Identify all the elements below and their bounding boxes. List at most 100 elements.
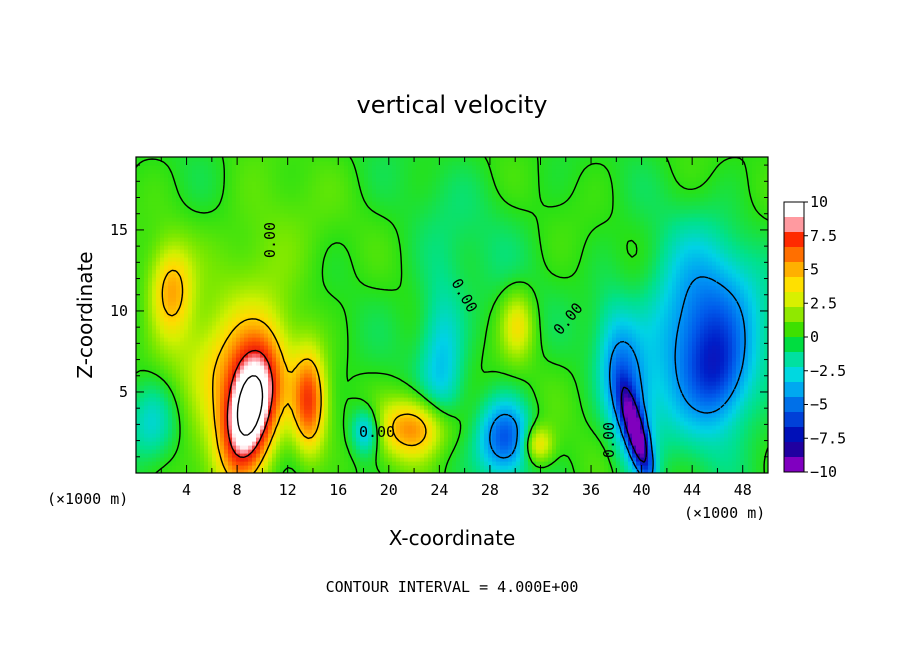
field-cell bbox=[372, 345, 377, 350]
field-cell bbox=[356, 397, 361, 402]
field-cell bbox=[568, 369, 573, 374]
field-cell bbox=[476, 401, 481, 406]
field-cell bbox=[404, 433, 409, 438]
field-cell bbox=[464, 357, 469, 362]
field-cell bbox=[596, 441, 601, 446]
field-cell bbox=[216, 425, 221, 430]
field-cell bbox=[588, 445, 593, 450]
field-cell bbox=[232, 445, 237, 450]
field-cell bbox=[352, 389, 357, 394]
field-cell bbox=[284, 377, 289, 382]
field-cell bbox=[228, 401, 233, 406]
field-cell bbox=[564, 385, 569, 390]
field-cell bbox=[732, 389, 737, 394]
field-cell bbox=[760, 405, 765, 410]
field-cell bbox=[392, 421, 397, 426]
field-cell bbox=[240, 369, 245, 374]
field-cell bbox=[384, 365, 389, 370]
field-cell bbox=[580, 461, 585, 466]
field-cell bbox=[380, 413, 385, 418]
field-cell bbox=[532, 413, 537, 418]
field-cell bbox=[664, 401, 669, 406]
field-cell bbox=[532, 357, 537, 362]
field-cell bbox=[720, 353, 725, 358]
field-cell bbox=[208, 425, 213, 430]
field-cell bbox=[616, 425, 621, 430]
field-cell bbox=[312, 413, 317, 418]
field-cell bbox=[192, 457, 197, 462]
field-cell bbox=[276, 433, 281, 438]
field-cell bbox=[520, 425, 525, 430]
field-cell bbox=[456, 393, 461, 398]
field-cell bbox=[448, 377, 453, 382]
field-cell bbox=[160, 365, 165, 370]
field-cell bbox=[236, 441, 241, 446]
field-cell bbox=[500, 421, 505, 426]
field-cell bbox=[520, 461, 525, 466]
field-cell bbox=[344, 453, 349, 458]
field-cell bbox=[528, 365, 533, 370]
field-cell bbox=[484, 457, 489, 462]
field-cell bbox=[168, 373, 173, 378]
field-cell bbox=[184, 389, 189, 394]
field-cell bbox=[468, 413, 473, 418]
field-cell bbox=[176, 349, 181, 354]
field-cell bbox=[660, 449, 665, 454]
field-cell bbox=[352, 361, 357, 366]
field-cell bbox=[392, 365, 397, 370]
field-cell bbox=[616, 349, 621, 354]
field-cell bbox=[436, 381, 441, 386]
field-cell bbox=[292, 429, 297, 434]
field-cell bbox=[144, 461, 149, 466]
field-cell bbox=[556, 397, 561, 402]
field-cell bbox=[588, 449, 593, 454]
field-cell bbox=[372, 373, 377, 378]
field-cell bbox=[140, 345, 145, 350]
field-cell bbox=[516, 417, 521, 422]
field-cell bbox=[720, 405, 725, 410]
field-cell bbox=[360, 353, 365, 358]
field-cell bbox=[232, 425, 237, 430]
field-cell bbox=[624, 389, 629, 394]
field-cell bbox=[600, 405, 605, 410]
field-cell bbox=[508, 397, 513, 402]
field-cell bbox=[720, 449, 725, 454]
field-cell bbox=[740, 393, 745, 398]
field-cell bbox=[720, 461, 725, 466]
field-cell bbox=[420, 361, 425, 366]
field-cell bbox=[136, 429, 141, 434]
field-cell bbox=[244, 401, 249, 406]
field-cell bbox=[560, 417, 565, 422]
field-cell bbox=[660, 369, 665, 374]
field-cell bbox=[568, 421, 573, 426]
field-cell bbox=[676, 353, 681, 358]
field-cell bbox=[636, 465, 641, 470]
field-cell bbox=[472, 385, 477, 390]
field-cell bbox=[248, 445, 253, 450]
field-cell bbox=[672, 353, 677, 358]
field-cell bbox=[448, 421, 453, 426]
field-cell bbox=[500, 425, 505, 430]
field-cell bbox=[432, 433, 437, 438]
field-cell bbox=[600, 409, 605, 414]
field-cell bbox=[164, 457, 169, 462]
field-cell bbox=[544, 349, 549, 354]
field-cell bbox=[376, 405, 381, 410]
field-cell bbox=[304, 397, 309, 402]
field-cell bbox=[500, 449, 505, 454]
field-cell bbox=[364, 345, 369, 350]
field-cell bbox=[392, 409, 397, 414]
field-cell bbox=[752, 445, 757, 450]
field-cell bbox=[380, 385, 385, 390]
field-cell bbox=[208, 389, 213, 394]
field-cell bbox=[472, 425, 477, 430]
field-cell bbox=[420, 461, 425, 466]
field-cell bbox=[484, 373, 489, 378]
field-cell bbox=[244, 405, 249, 410]
field-cell bbox=[276, 441, 281, 446]
field-cell bbox=[384, 433, 389, 438]
field-cell bbox=[332, 441, 337, 446]
field-cell bbox=[236, 429, 241, 434]
field-cell bbox=[440, 357, 445, 362]
field-cell bbox=[436, 449, 441, 454]
